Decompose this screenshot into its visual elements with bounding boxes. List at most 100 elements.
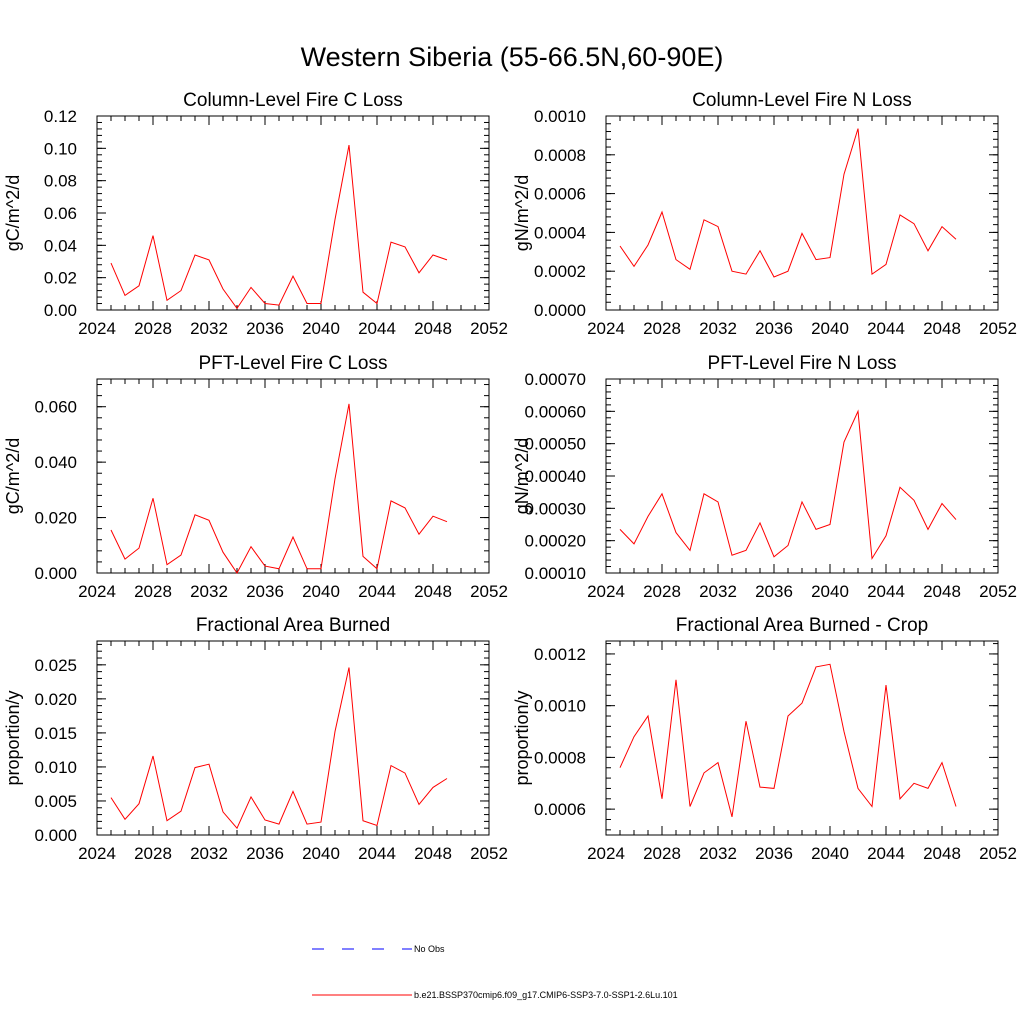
series-line: [110, 403, 448, 574]
y-tick-label: 0.020: [34, 509, 77, 528]
y-tick-label: 0.020: [34, 690, 77, 709]
y-axis-label: gN/m^2/d: [512, 438, 532, 514]
y-axis-label: proportion/y: [512, 690, 532, 785]
x-tick-label: 2040: [811, 844, 849, 863]
series-line: [619, 128, 957, 278]
y-tick-label: 0.00070: [525, 370, 586, 389]
figure-title: Western Siberia (55-66.5N,60-90E): [301, 42, 724, 72]
x-tick-label: 2044: [358, 844, 396, 863]
x-tick-label: 2024: [587, 319, 625, 338]
y-tick-label: 0.00060: [525, 402, 586, 421]
x-tick-label: 2052: [979, 319, 1017, 338]
x-tick-label: 2032: [190, 844, 228, 863]
x-tick-label: 2032: [190, 319, 228, 338]
x-tick-label: 2040: [811, 319, 849, 338]
plot-frame: [605, 640, 999, 836]
x-tick-label: 2052: [470, 844, 508, 863]
chart-panel-3: PFT-Level Fire C Loss 2024 2028 2032 2036 204…: [3, 353, 508, 601]
y-tick-label: 0.0002: [534, 262, 586, 281]
y-tick-label: 0.00010: [525, 564, 586, 583]
x-tick-label: 2028: [134, 582, 172, 601]
panel-title: Fractional Area Burned: [196, 615, 390, 636]
x-tick-label: 2036: [755, 844, 793, 863]
x-tick-label: 2052: [979, 582, 1017, 601]
series-line: [110, 145, 448, 310]
y-tick-label: 0.04: [44, 236, 77, 255]
plot-frame: [605, 378, 999, 574]
chart-panel-1: Column-Level Fire C Loss 2024 2028 2032 2036…: [3, 90, 508, 338]
panel-title: PFT-Level Fire N Loss: [708, 353, 897, 374]
y-tick-label: 0.040: [34, 453, 77, 472]
y-tick-label: 0.00020: [525, 532, 586, 551]
x-tick-label: 2024: [78, 844, 116, 863]
y-tick-label: 0.0004: [534, 223, 586, 242]
x-tick-label: 2024: [78, 582, 116, 601]
y-tick-label: 0.010: [34, 758, 77, 777]
x-tick-label: 2024: [587, 582, 625, 601]
x-tick-label: 2048: [923, 319, 961, 338]
x-tick-label: 2036: [755, 582, 793, 601]
plot-frame: [96, 115, 490, 311]
x-tick-label: 2028: [134, 844, 172, 863]
y-tick-label: 0.0008: [534, 748, 586, 767]
y-tick-label: 0.000: [34, 564, 77, 583]
x-tick-label: 2048: [923, 582, 961, 601]
y-tick-label: 0.0000: [534, 301, 586, 320]
x-tick-label: 2028: [643, 844, 681, 863]
x-tick-label: 2040: [302, 844, 340, 863]
x-tick-label: 2040: [302, 319, 340, 338]
x-tick-label: 2032: [699, 319, 737, 338]
y-tick-label: 0.00: [44, 301, 77, 320]
y-tick-label: 0.12: [44, 107, 77, 126]
x-tick-label: 2044: [867, 319, 905, 338]
y-tick-label: 0.10: [44, 139, 77, 158]
panel-title: Column-Level Fire N Loss: [692, 90, 912, 111]
series-line: [110, 667, 448, 830]
x-tick-label: 2048: [923, 844, 961, 863]
y-tick-label: 0.02: [44, 269, 77, 288]
plot-frame: [96, 640, 490, 836]
x-tick-label: 2032: [699, 582, 737, 601]
x-tick-label: 2044: [358, 319, 396, 338]
y-tick-label: 0.0012: [534, 645, 586, 664]
x-tick-label: 2032: [699, 844, 737, 863]
x-tick-label: 2052: [979, 844, 1017, 863]
x-tick-label: 2028: [643, 319, 681, 338]
y-axis-label: proportion/y: [3, 690, 23, 785]
x-tick-label: 2048: [414, 844, 452, 863]
y-tick-label: 0.00030: [525, 499, 586, 518]
panel-title: PFT-Level Fire C Loss: [199, 353, 388, 374]
series-line: [619, 409, 957, 561]
legend-label-model-run: b.e21.BSSP370cmip6.f09_g17.CMIP6-SSP3-7.…: [414, 990, 678, 1000]
x-tick-label: 2052: [470, 319, 508, 338]
y-tick-label: 0.005: [34, 792, 77, 811]
y-tick-label: 0.0006: [534, 185, 586, 204]
x-tick-label: 2048: [414, 582, 452, 601]
y-tick-label: 0.06: [44, 204, 77, 223]
x-tick-label: 2036: [246, 582, 284, 601]
x-tick-label: 2036: [755, 319, 793, 338]
y-tick-label: 0.0006: [534, 800, 586, 819]
x-tick-label: 2036: [246, 844, 284, 863]
legend-label-no-obs: No Obs: [414, 944, 445, 954]
y-axis-label: gC/m^2/d: [3, 438, 23, 514]
y-tick-label: 0.0010: [534, 107, 586, 126]
x-tick-label: 2048: [414, 319, 452, 338]
y-tick-label: 0.000: [34, 826, 77, 845]
x-tick-label: 2044: [867, 582, 905, 601]
y-tick-label: 0.060: [34, 398, 77, 417]
y-axis-label: gC/m^2/d: [3, 175, 23, 251]
y-axis-label: gN/m^2/d: [512, 175, 532, 251]
y-tick-label: 0.08: [44, 172, 77, 191]
chart-panel-6: Fractional Area Burned - Crop 2024 2028 203…: [512, 615, 1017, 863]
chart-panel-4: PFT-Level Fire N Loss 2024 2028 2032 2036 204…: [512, 353, 1017, 601]
x-tick-label: 2032: [190, 582, 228, 601]
chart-panels: Column-Level Fire C Loss 2024 2028 2032 2036…: [3, 90, 1017, 863]
x-tick-label: 2028: [643, 582, 681, 601]
x-tick-label: 2044: [358, 582, 396, 601]
plot-frame: [96, 378, 490, 574]
y-tick-label: 0.015: [34, 724, 77, 743]
plot-frame: [605, 115, 999, 311]
panel-title: Fractional Area Burned - Crop: [676, 615, 928, 636]
